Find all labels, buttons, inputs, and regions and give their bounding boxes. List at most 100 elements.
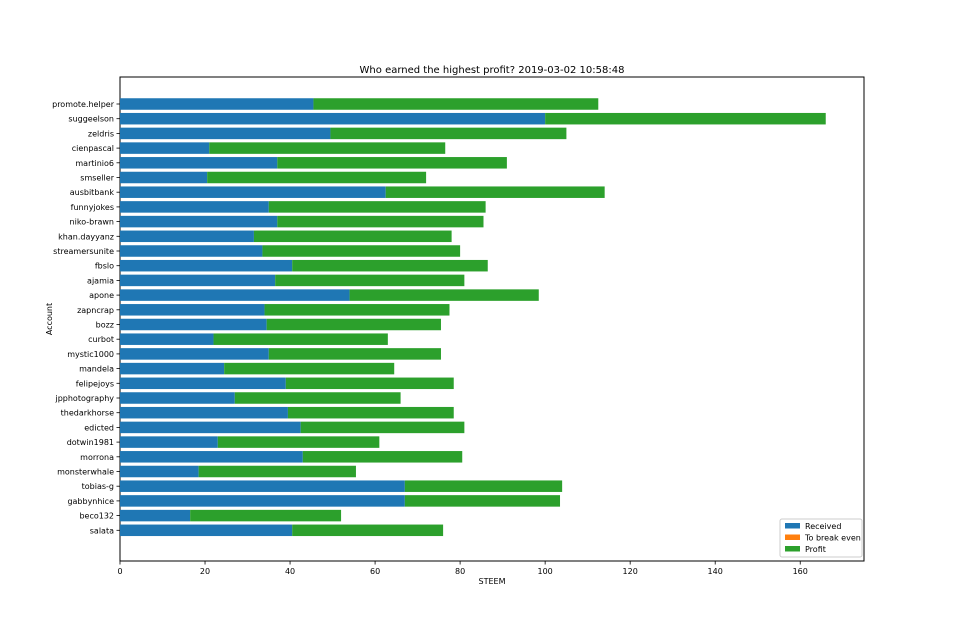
y-tick-label: felipejoys bbox=[76, 379, 114, 388]
y-tick-label: martinio6 bbox=[75, 159, 114, 168]
y-tick-label: promote.helper bbox=[52, 100, 115, 109]
bar-received-tobias-g bbox=[120, 480, 405, 492]
y-tick-label: cienpascal bbox=[72, 144, 114, 153]
y-tick-label: zapncrap bbox=[77, 306, 114, 315]
x-tick-label: 100 bbox=[538, 567, 553, 576]
legend: Received To break even Profit bbox=[779, 518, 863, 558]
legend-label: To break even bbox=[804, 534, 861, 543]
legend-swatch-to-break-even bbox=[785, 534, 800, 540]
bar-profit-ausbitbank bbox=[385, 186, 605, 198]
y-tick-label: mandela bbox=[79, 365, 114, 374]
bar-profit-mandela bbox=[224, 362, 395, 375]
bar-profit-suggeelson bbox=[545, 112, 826, 125]
bar-profit-edicted bbox=[300, 421, 465, 434]
y-tick-label: jpphotography bbox=[54, 394, 114, 403]
y-tick-label: beco132 bbox=[79, 512, 114, 521]
bar-profit-fbslo bbox=[292, 259, 488, 272]
x-axis-ticks: 0 20 40 60 80 100 120 140 160 bbox=[117, 561, 808, 576]
bar-profit-curbot bbox=[213, 333, 388, 345]
y-tick-label: niko-brawn bbox=[70, 218, 114, 227]
y-tick-label: morrona bbox=[80, 453, 114, 462]
bar-received-cienpascal bbox=[120, 142, 210, 154]
bar-profit-thedarkhorse bbox=[287, 406, 454, 419]
y-tick-label: monsterwhale bbox=[57, 468, 114, 477]
bar-profit-cienpascal bbox=[209, 142, 446, 154]
y-tick-label: zeldris bbox=[88, 129, 114, 138]
bar-received-martinio6 bbox=[120, 157, 278, 169]
y-tick-label: ajamia bbox=[87, 276, 114, 285]
bar-received-apone bbox=[120, 289, 350, 301]
bar-received-jpphotography bbox=[120, 392, 235, 404]
bar-received-morrona bbox=[120, 451, 303, 463]
x-tick-label: 40 bbox=[285, 567, 295, 576]
chart-title: Who earned the highest profit? 2019-03-0… bbox=[360, 65, 625, 76]
x-tick-label: 60 bbox=[370, 567, 380, 576]
bar-profit-morrona bbox=[302, 451, 463, 463]
bar-received-funnyjokes bbox=[120, 201, 269, 213]
bar-profit-smseller bbox=[207, 171, 427, 184]
legend-swatch-profit bbox=[785, 546, 800, 552]
y-tick-label: tobias-g bbox=[82, 482, 114, 491]
y-tick-label: smseller bbox=[80, 174, 114, 183]
bar-received-mandela bbox=[120, 362, 225, 375]
y-tick-label: streamersunite bbox=[53, 247, 114, 256]
bar-received-beco132 bbox=[120, 509, 191, 522]
bar-profit-zeldris bbox=[330, 127, 567, 140]
y-tick-label: salata bbox=[90, 526, 114, 535]
y-axis-label: Account bbox=[45, 303, 54, 335]
y-axis-ticks: promote.helper suggeelson zeldris cienpasca… bbox=[52, 100, 120, 535]
bar-received-smseller bbox=[120, 171, 208, 184]
bar-received-thedarkhorse bbox=[120, 406, 288, 419]
bar-received-dotwin1981 bbox=[120, 436, 218, 448]
x-tick-label: 80 bbox=[455, 567, 465, 576]
bar-received-salata bbox=[120, 524, 293, 537]
y-tick-label: edicted bbox=[84, 423, 114, 432]
bar-profit-jpphotography bbox=[234, 392, 401, 404]
x-tick-label: 160 bbox=[793, 567, 808, 576]
bar-received-gabbynhice bbox=[120, 495, 405, 507]
bar-profit-khan.dayyanz bbox=[253, 230, 452, 243]
bar-profit-beco132 bbox=[190, 509, 342, 522]
y-tick-label: gabbynhice bbox=[67, 497, 114, 506]
y-tick-label: suggeelson bbox=[68, 115, 114, 124]
bar-profit-salata bbox=[292, 524, 444, 537]
y-tick-label: bozz bbox=[96, 321, 114, 330]
x-tick-label: 20 bbox=[200, 567, 210, 576]
bar-profit-zapncrap bbox=[264, 304, 450, 316]
bar-profit-niko-brawn bbox=[277, 215, 484, 228]
y-tick-label: mystic1000 bbox=[67, 350, 114, 359]
bar-profit-streamersunite bbox=[262, 245, 461, 257]
bar-received-bozz bbox=[120, 318, 267, 331]
legend-label: Profit bbox=[805, 545, 826, 554]
bar-received-curbot bbox=[120, 333, 214, 345]
x-axis-label: STEEM bbox=[479, 577, 506, 586]
y-tick-label: khan.dayyanz bbox=[58, 232, 114, 241]
legend-label: Received bbox=[805, 522, 841, 531]
bar-received-fbslo bbox=[120, 259, 293, 272]
x-tick-label: 140 bbox=[708, 567, 723, 576]
bars-group bbox=[120, 98, 826, 537]
bar-received-khan.dayyanz bbox=[120, 230, 254, 243]
bar-profit-apone bbox=[349, 289, 539, 301]
legend-swatch-received bbox=[785, 523, 800, 529]
y-tick-label: funnyjokes bbox=[71, 203, 114, 212]
bar-profit-dotwin1981 bbox=[217, 436, 380, 448]
bar-profit-mystic1000 bbox=[268, 348, 441, 360]
bar-received-ausbitbank bbox=[120, 186, 386, 198]
bar-received-ajamia bbox=[120, 274, 276, 287]
bar-profit-promote.helper bbox=[313, 98, 599, 110]
bar-profit-martinio6 bbox=[277, 157, 507, 169]
y-tick-label: fbslo bbox=[95, 262, 114, 271]
bar-received-niko-brawn bbox=[120, 215, 278, 228]
bar-profit-bozz bbox=[266, 318, 441, 331]
bar-received-zeldris bbox=[120, 127, 331, 140]
bar-profit-felipejoys bbox=[285, 377, 454, 390]
y-tick-label: ausbitbank bbox=[70, 188, 115, 197]
bar-received-mystic1000 bbox=[120, 348, 269, 360]
bar-received-edicted bbox=[120, 421, 301, 434]
bar-received-zapncrap bbox=[120, 304, 265, 316]
y-tick-label: apone bbox=[89, 291, 114, 300]
bar-received-felipejoys bbox=[120, 377, 286, 390]
bar-profit-monsterwhale bbox=[198, 465, 356, 478]
